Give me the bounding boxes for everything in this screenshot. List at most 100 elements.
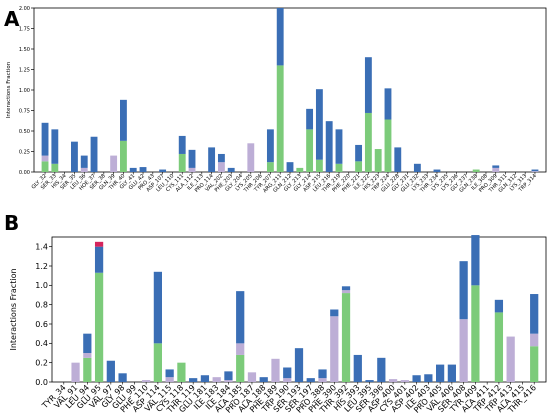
bar-segment — [118, 373, 127, 382]
bar-segment — [325, 121, 333, 172]
bar-segment — [530, 346, 539, 382]
y-tick-label: 2.00 — [19, 6, 30, 12]
bar-segment — [106, 360, 115, 382]
bar-segment — [119, 99, 127, 141]
bar-segment — [330, 316, 339, 382]
bar-segment — [208, 147, 216, 172]
bar-segment — [178, 135, 186, 154]
bar-segment — [394, 147, 402, 172]
bar-segment — [224, 371, 233, 381]
bar-segment — [353, 354, 362, 382]
bar-segment — [178, 153, 186, 172]
bar-segment — [494, 312, 504, 382]
bar-segment — [459, 319, 468, 382]
bar-segment — [341, 290, 351, 294]
chart-a: 0.00 0.25 0.50 0.75 1.00 1.25 1.50 1.75 2.00 Inte… — [6, 6, 547, 195]
bar-segment — [51, 163, 59, 172]
bar-segment — [315, 89, 323, 160]
bar-segment — [217, 162, 225, 172]
y-tick-label: 0.6 — [35, 320, 48, 329]
bar-segment — [341, 293, 351, 382]
bar-segment — [83, 333, 92, 353]
bar-segment — [94, 241, 104, 247]
y-tick-label: 1.2 — [35, 262, 48, 271]
bar-segment — [471, 285, 480, 382]
bar-segment — [413, 163, 421, 172]
bar-segment — [355, 144, 363, 162]
bar-segment — [492, 165, 500, 168]
bar-segment — [236, 343, 245, 355]
bar-segment — [459, 261, 468, 320]
bar-segment — [80, 155, 88, 168]
bar-segment — [374, 149, 382, 172]
bar-segment — [531, 169, 539, 172]
bar-segment — [41, 122, 49, 156]
bar-segment — [259, 377, 268, 382]
bar-segment — [227, 167, 235, 172]
bar-segment — [165, 377, 174, 382]
axes-frame — [33, 7, 547, 173]
bar-segment — [200, 375, 210, 382]
bar-segment — [364, 57, 372, 113]
bar-segment — [306, 129, 314, 172]
bar-segment — [364, 112, 372, 172]
y-tick-label: 1.00 — [19, 88, 30, 94]
bar-segment — [412, 375, 421, 382]
y-tick-label: 0.4 — [35, 339, 48, 348]
bar-segment — [276, 8, 284, 66]
y-tick-label: 0.00 — [19, 170, 30, 176]
bar-segment — [224, 380, 233, 382]
bar-segment — [355, 161, 363, 172]
bar-segment — [330, 309, 339, 317]
bar-segment — [365, 380, 374, 382]
bar-segment — [286, 162, 294, 172]
bar-segment — [189, 378, 198, 382]
bar-segment — [153, 343, 163, 382]
bar-segment — [41, 161, 49, 172]
bar-segment — [247, 143, 255, 172]
bar-segment — [388, 379, 398, 382]
y-axis-label: Interactions Fraction — [9, 268, 18, 350]
bar-segment — [71, 141, 78, 172]
bar-segment — [247, 372, 257, 382]
bar-segment — [335, 129, 343, 164]
bar-segment — [306, 378, 315, 382]
bar-segment — [80, 167, 88, 172]
chart-b: 0.0 0.2 0.4 0.6 0.8 1.0 1.2 1.4 Interactions Fra… — [9, 235, 547, 415]
bar-segment — [296, 167, 304, 172]
bar-segment — [94, 272, 104, 382]
bar-segment — [492, 167, 500, 172]
bar-segment — [165, 369, 174, 378]
bar-segment — [447, 364, 456, 382]
bar-segment — [306, 108, 314, 130]
y-tick-label: 1.50 — [19, 47, 30, 53]
bar-segment — [433, 169, 441, 172]
bar-segment — [271, 358, 280, 382]
y-tick-label: 1.0 — [35, 281, 48, 290]
bar-segment — [283, 378, 292, 382]
bar-segment — [212, 377, 221, 382]
panel-label-b: B — [4, 211, 19, 235]
bar-segment — [506, 336, 515, 382]
y-tick-label: 1.4 — [35, 242, 48, 251]
bar-segment — [139, 167, 147, 172]
bar-segment — [531, 171, 539, 172]
y-axis-label: Interactions Fraction — [6, 61, 12, 118]
y-tick-label: 0.25 — [19, 149, 30, 155]
bar-segment — [435, 364, 445, 382]
bar-segment — [159, 169, 167, 172]
bar-segment — [294, 348, 304, 382]
bar-segment — [236, 291, 245, 344]
bar-segment — [424, 374, 433, 382]
y-tick-label: 0.8 — [35, 300, 48, 309]
bar-segment — [188, 167, 196, 172]
bar-segment — [217, 153, 225, 163]
bar-segment — [236, 354, 245, 382]
bar-segment — [110, 155, 118, 172]
bar-segment — [41, 155, 49, 162]
bar-segment — [341, 286, 351, 291]
y-tick-label: 0.2 — [35, 358, 48, 367]
bar-segment — [142, 380, 151, 382]
